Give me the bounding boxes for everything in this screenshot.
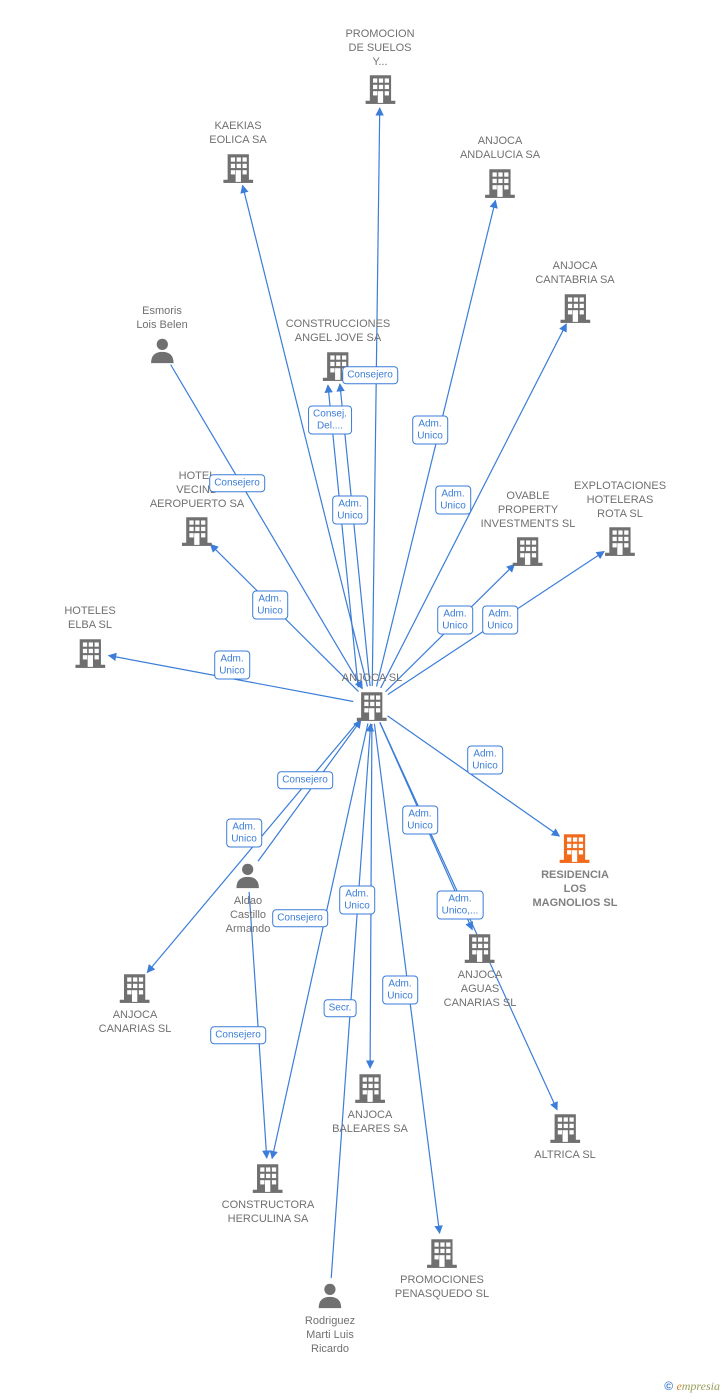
building-icon: [251, 1160, 285, 1199]
building-icon: [425, 1235, 459, 1274]
node-anjoca_baleares[interactable]: ANJOCABALEARES SA: [332, 1070, 408, 1139]
edge-label: Secr.: [324, 999, 357, 1017]
edge-label: Adm.Unico: [482, 606, 518, 635]
edge-label: Adm.Unico: [382, 976, 418, 1005]
node-label: EsmorisLois Belen: [136, 305, 187, 333]
building-icon: [511, 533, 545, 572]
edge-label: Adm.Unico: [437, 606, 473, 635]
building-icon: [363, 71, 397, 110]
node-label: ANJOCA SL: [342, 672, 403, 686]
edge-label: Consejero: [210, 1026, 266, 1044]
building-icon: [603, 523, 637, 562]
building-icon: [463, 930, 497, 969]
node-ovable[interactable]: OVABLEPROPERTYINVESTMENTS SL: [481, 490, 576, 572]
node-label: ANJOCAAGUASCANARIAS SL: [444, 969, 517, 1010]
node-label: RodriguezMarti LuisRicardo: [305, 1315, 355, 1356]
edge-label: Adm.Unico,...: [437, 891, 484, 920]
edge-line: [258, 720, 361, 861]
building-icon: [558, 830, 592, 869]
node-anjoca[interactable]: ANJOCA SL: [342, 672, 403, 727]
edge-label: Adm.Unico: [435, 486, 471, 515]
copyright-symbol: ©: [664, 1379, 673, 1393]
building-icon: [558, 290, 592, 329]
node-constructora[interactable]: CONSTRUCTORAHERCULINA SA: [222, 1160, 315, 1229]
node-anjoca_aguas[interactable]: ANJOCAAGUASCANARIAS SL: [444, 930, 517, 1012]
edge-label: Adm.Unico: [252, 591, 288, 620]
node-label: HOTELESELBA SL: [64, 605, 115, 633]
node-anjoca_andalucia[interactable]: ANJOCAANDALUCIA SA: [460, 135, 540, 204]
building-icon: [221, 150, 255, 189]
building-icon: [483, 165, 517, 204]
person-icon: [233, 860, 263, 895]
building-icon: [548, 1110, 582, 1149]
edge-label: Adm.Unico: [467, 746, 503, 775]
edge-label: Consej.Del....: [308, 406, 352, 435]
edge-label: Consejero: [272, 909, 328, 927]
building-icon: [73, 635, 107, 674]
building-icon: [355, 688, 389, 727]
brand-rest: mpresia: [682, 1379, 720, 1393]
node-label: AldaoCastilloArmando: [226, 895, 271, 936]
node-label: PROMOCIONDE SUELOSY...: [345, 28, 414, 69]
edge-label: Consejero: [209, 474, 265, 492]
building-icon: [353, 1070, 387, 1109]
footer-attribution: © empresia: [664, 1379, 720, 1394]
person-icon: [315, 1280, 345, 1315]
edge-label: Adm.Unico: [412, 416, 448, 445]
node-label: ANJOCABALEARES SA: [332, 1109, 408, 1137]
node-label: ANJOCACANARIAS SL: [99, 1009, 172, 1037]
node-altrica[interactable]: ALTRICA SL: [534, 1110, 596, 1165]
node-rodriguez[interactable]: RodriguezMarti LuisRicardo: [305, 1280, 355, 1358]
node-promocion[interactable]: PROMOCIONDE SUELOSY...: [345, 28, 414, 110]
node-label: CONSTRUCCIONESANGEL JOVE SA: [286, 318, 391, 346]
edge-label: Adm.Unico: [332, 496, 368, 525]
node-label: KAEKIASEOLICA SA: [209, 120, 266, 148]
node-explotaciones[interactable]: EXPLOTACIONESHOTELERASROTA SL: [574, 480, 666, 562]
edge-label: Adm.Unico: [226, 819, 262, 848]
node-label: ANJOCACANTABRIA SA: [535, 260, 614, 288]
node-label: EXPLOTACIONESHOTELERASROTA SL: [574, 480, 666, 521]
node-label: PROMOCIONESPENASQUEDO SL: [395, 1274, 489, 1302]
node-residencia[interactable]: RESIDENCIALOSMAGNOLIOS SL: [533, 830, 618, 912]
node-anjoca_cantabria[interactable]: ANJOCACANTABRIA SA: [535, 260, 614, 329]
edge-line: [372, 108, 380, 686]
node-anjoca_canarias[interactable]: ANJOCACANARIAS SL: [99, 970, 172, 1039]
node-kaekias[interactable]: KAEKIASEOLICA SA: [209, 120, 266, 189]
node-label: CONSTRUCTORAHERCULINA SA: [222, 1199, 315, 1227]
node-label: ALTRICA SL: [534, 1149, 596, 1163]
building-icon: [180, 513, 214, 552]
edge-label: Consejero: [277, 771, 333, 789]
edge-label: Adm.Unico: [339, 886, 375, 915]
node-esmoris[interactable]: EsmorisLois Belen: [136, 305, 187, 370]
node-promociones[interactable]: PROMOCIONESPENASQUEDO SL: [395, 1235, 489, 1304]
node-label: OVABLEPROPERTYINVESTMENTS SL: [481, 490, 576, 531]
edge-label: Consejero: [342, 366, 398, 384]
edge-label: Adm.Unico: [214, 651, 250, 680]
edge-label: Adm.Unico: [402, 806, 438, 835]
person-icon: [147, 335, 177, 370]
node-aldao[interactable]: AldaoCastilloArmando: [226, 860, 271, 938]
node-label: ANJOCAANDALUCIA SA: [460, 135, 540, 163]
building-icon: [118, 970, 152, 1009]
node-label: RESIDENCIALOSMAGNOLIOS SL: [533, 869, 618, 910]
node-hoteles_elba[interactable]: HOTELESELBA SL: [64, 605, 115, 674]
